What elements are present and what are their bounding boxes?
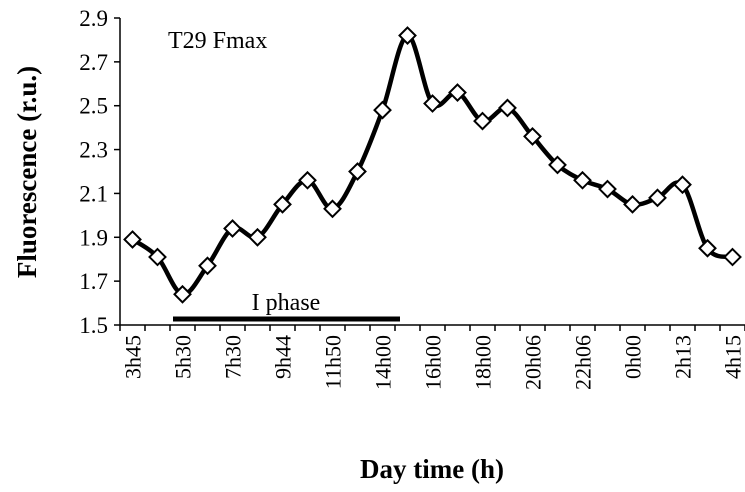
- data-point: [573, 170, 592, 190]
- data-point: [523, 127, 542, 146]
- chart-annotation: T29 Fmax: [168, 28, 267, 54]
- data-point: [498, 98, 517, 118]
- x-tick-label: 18h00: [471, 335, 496, 390]
- x-tick-label: 7h30: [221, 335, 246, 379]
- y-tick-label: 2.5: [79, 94, 108, 119]
- y-axis-title: Fluorescence (r.u.): [12, 66, 42, 278]
- data-point: [598, 179, 617, 199]
- y-tick-label: 1.7: [79, 269, 108, 294]
- data-point: [223, 219, 242, 238]
- series-line: [131, 33, 734, 297]
- x-tick-label: 0h00: [621, 335, 646, 379]
- x-tick-label: 4h15: [721, 335, 745, 379]
- x-tick-label: 20h06: [521, 335, 546, 390]
- data-point: [698, 238, 717, 258]
- x-tick-label: 16h00: [421, 335, 446, 390]
- data-point: [298, 170, 317, 190]
- data-point: [448, 83, 467, 102]
- phase-label: I phase: [252, 290, 321, 316]
- data-point: [248, 227, 267, 247]
- data-point: [648, 188, 667, 208]
- data-point: [473, 111, 492, 131]
- data-point: [198, 256, 217, 276]
- data-point: [173, 284, 192, 304]
- data-point: [373, 100, 392, 120]
- data-point: [673, 175, 692, 195]
- x-tick-label: 5h30: [171, 335, 196, 379]
- data-point: [273, 194, 292, 214]
- y-tick-label: 1.9: [79, 225, 108, 250]
- x-tick-label: 3h45: [121, 335, 146, 379]
- x-axis-title: Day time (h): [360, 454, 504, 484]
- data-point: [423, 94, 442, 113]
- data-point: [323, 199, 342, 219]
- y-tick-label: 2.3: [79, 138, 108, 163]
- y-tick-label: 2.7: [79, 50, 108, 75]
- y-tick-label: 2.9: [79, 6, 108, 31]
- data-point: [123, 230, 142, 249]
- y-tick-label: 1.5: [79, 313, 108, 338]
- data-point: [548, 155, 567, 175]
- x-tick-label: 14h00: [371, 335, 396, 390]
- y-tick-label: 2.1: [79, 181, 108, 206]
- x-tick-label: 9h44: [271, 335, 296, 379]
- x-tick-label: 11h50: [321, 335, 346, 389]
- data-point: [148, 247, 167, 267]
- x-tick-label: 22h06: [571, 335, 596, 390]
- data-point: [348, 162, 367, 181]
- data-point: [623, 194, 642, 214]
- data-point: [723, 247, 742, 267]
- x-tick-label: 2h13: [671, 335, 696, 379]
- data-point: [398, 26, 417, 45]
